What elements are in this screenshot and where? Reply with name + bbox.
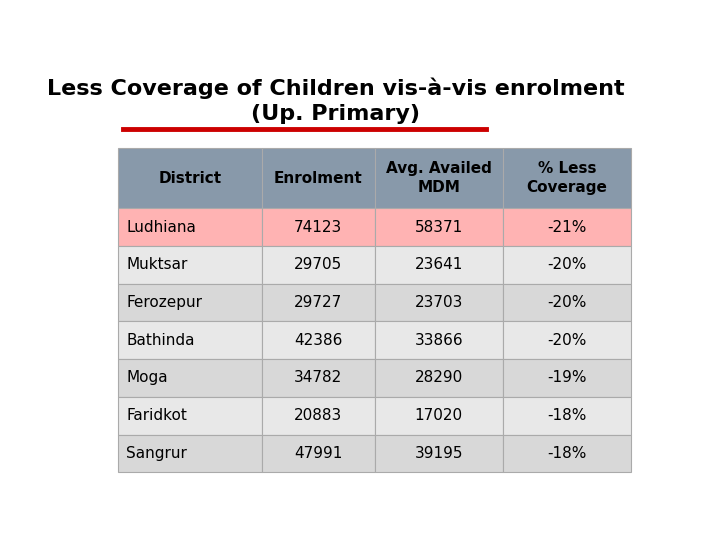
Text: -19%: -19%	[547, 370, 587, 386]
Text: 34782: 34782	[294, 370, 342, 386]
Text: Ludhiana: Ludhiana	[126, 220, 196, 234]
Text: 74123: 74123	[294, 220, 342, 234]
Bar	[118, 148, 261, 208]
Text: % Less
Coverage: % Less Coverage	[526, 161, 608, 195]
Text: 58371: 58371	[415, 220, 463, 234]
Text: -20%: -20%	[547, 295, 587, 310]
Text: -18%: -18%	[547, 446, 587, 461]
Text: 33866: 33866	[415, 333, 463, 348]
Text: Sangrur: Sangrur	[126, 446, 187, 461]
Bar	[261, 148, 374, 208]
Text: -20%: -20%	[547, 258, 587, 272]
Bar	[503, 435, 631, 472]
Bar	[503, 359, 631, 397]
Bar	[503, 321, 631, 359]
Text: Muktsar: Muktsar	[126, 258, 188, 272]
Bar	[503, 246, 631, 284]
Bar	[118, 397, 261, 435]
Bar	[261, 321, 374, 359]
Bar	[261, 435, 374, 472]
Bar	[374, 435, 503, 472]
Bar	[503, 148, 631, 208]
Bar	[261, 397, 374, 435]
Bar	[261, 208, 374, 246]
Bar	[503, 284, 631, 321]
Bar	[374, 321, 503, 359]
Text: 29705: 29705	[294, 258, 342, 272]
Text: 17020: 17020	[415, 408, 463, 423]
Bar	[118, 208, 261, 246]
Bar	[503, 397, 631, 435]
Bar	[374, 246, 503, 284]
Text: -18%: -18%	[547, 408, 587, 423]
Text: Moga: Moga	[126, 370, 168, 386]
Bar	[374, 208, 503, 246]
Bar	[374, 359, 503, 397]
Bar	[261, 246, 374, 284]
Text: 20883: 20883	[294, 408, 342, 423]
Text: Bathinda: Bathinda	[126, 333, 195, 348]
Text: 42386: 42386	[294, 333, 342, 348]
Bar	[503, 208, 631, 246]
Text: 39195: 39195	[415, 446, 463, 461]
Text: 28290: 28290	[415, 370, 463, 386]
Bar	[374, 397, 503, 435]
Text: Enrolment: Enrolment	[274, 171, 362, 186]
Bar	[374, 148, 503, 208]
Text: Faridkot: Faridkot	[126, 408, 187, 423]
Bar	[261, 359, 374, 397]
Text: Avg. Availed
MDM: Avg. Availed MDM	[386, 161, 492, 195]
Bar	[118, 321, 261, 359]
Text: Less Coverage of Children vis-à-vis enrolment
(Up. Primary): Less Coverage of Children vis-à-vis enro…	[47, 77, 624, 124]
Bar	[118, 359, 261, 397]
Text: 23703: 23703	[415, 295, 463, 310]
Text: -21%: -21%	[547, 220, 587, 234]
Text: 47991: 47991	[294, 446, 342, 461]
Bar	[374, 284, 503, 321]
Bar	[118, 284, 261, 321]
Text: 23641: 23641	[415, 258, 463, 272]
Bar	[118, 246, 261, 284]
Bar	[261, 284, 374, 321]
Text: 29727: 29727	[294, 295, 342, 310]
Text: -20%: -20%	[547, 333, 587, 348]
Bar	[118, 435, 261, 472]
Text: District: District	[158, 171, 221, 186]
Text: Ferozepur: Ferozepur	[126, 295, 202, 310]
